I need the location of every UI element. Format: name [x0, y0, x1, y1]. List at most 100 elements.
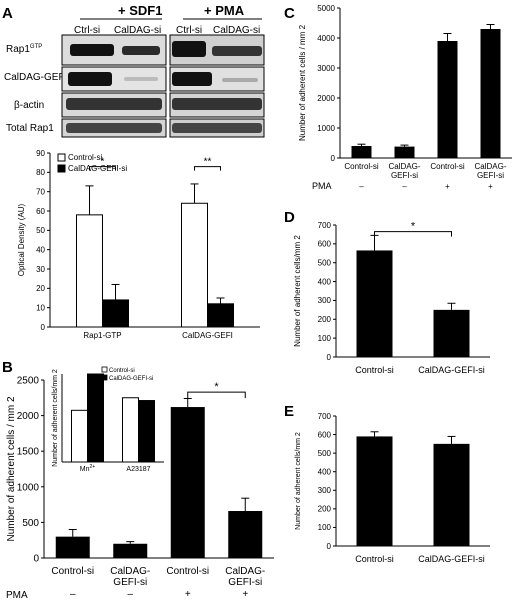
chart-e: 0 100 200 300 400 500 600 700 Number of adherent… [295, 412, 490, 564]
y-tick-label: 50 [36, 226, 45, 235]
x-category-label: A23187 [126, 466, 150, 473]
blot-lane-label: Ctrl-si [176, 25, 202, 36]
pma-sign: + [242, 589, 248, 600]
panel-c: C 0 1000 2000 3000 4000 5000 Number of adheren… [284, 4, 512, 191]
panel-letter-b: B [2, 359, 13, 376]
legend-swatch [101, 374, 108, 381]
bar [55, 536, 90, 558]
bar [170, 407, 205, 558]
y-tick-label: 0 [327, 353, 332, 362]
legend-swatch [101, 366, 108, 373]
x-category-label: Control-si [166, 566, 209, 577]
y-tick-label: 60 [36, 207, 45, 216]
y-tick-label: 1000 [317, 124, 335, 133]
x-category-label: Rap1-GTP [83, 331, 121, 340]
bar [122, 397, 139, 463]
blot-lane-label: CalDAG-si [213, 25, 260, 36]
x-category-label: CalDAG- [388, 162, 420, 171]
x-category-label: CalDAG- [474, 162, 506, 171]
pma-sign: + [185, 589, 191, 600]
y-axis-label: Number of adherent cells / mm 2 [6, 396, 17, 541]
x-category-label-base: Mn [80, 466, 90, 473]
panel-letter-c: C [284, 5, 295, 22]
x-category-label: CalDAG-GEFI [182, 331, 233, 340]
blot-row-label: CalDAG-GEFI [4, 72, 67, 83]
x-category-label: GEFI-si [113, 577, 147, 588]
panel-letter-a: A [2, 5, 13, 22]
y-tick-label: 700 [318, 412, 332, 421]
x-category-label: Control-si [355, 365, 394, 375]
y-tick-label: 400 [318, 277, 332, 286]
y-axis-label: Number of adherent cells/mm 2 [295, 432, 302, 530]
y-tick-label: 20 [36, 284, 45, 293]
significance-bracket [194, 166, 221, 171]
significance-bracket [187, 391, 246, 399]
panel-e: E 0 100 200 300 400 500 600 700 Number of adhere… [284, 403, 490, 564]
x-category-label: CalDAG- [225, 566, 265, 577]
y-tick-label: 4000 [317, 34, 335, 43]
y-tick-label: 2000 [17, 411, 40, 422]
y-tick-label: 70 [36, 187, 45, 196]
x-category-label: GEFI-si [391, 171, 418, 180]
bar [71, 409, 88, 463]
blot-condition-pma: + PMA [204, 3, 245, 18]
x-category-label: CalDAG- [110, 566, 150, 577]
pma-sign: – [127, 589, 133, 600]
bar [433, 309, 470, 357]
pma-sign: + [445, 182, 450, 191]
y-tick-label: 0 [33, 554, 39, 565]
y-tick-label: 200 [318, 315, 332, 324]
blot-lane-label: Ctrl-si [74, 25, 100, 36]
bar [356, 250, 393, 357]
y-tick-label: 2000 [317, 94, 335, 103]
y-tick-label: 30 [36, 265, 45, 274]
pma-sign: – [70, 589, 76, 600]
chart-a: 0 10 20 30 40 50 60 70 80 90 Optical Density (AU) R… [17, 149, 260, 340]
x-category-label-superscript: 2+ [90, 464, 96, 470]
panel-d: D 0 100 200 300 400 500 600 700 Number of adhere… [284, 209, 490, 375]
pma-sign: – [402, 182, 407, 191]
x-category-label: GEFI-si [477, 171, 504, 180]
x-category-label: Control-si [355, 554, 394, 564]
legend-swatch [57, 153, 66, 162]
y-axis-label: Number of adherent cells / mm 2 [298, 24, 307, 141]
blot-left [61, 34, 167, 138]
y-tick-label: 0 [327, 542, 332, 551]
x-category-label: GEFI-si [228, 577, 262, 588]
y-tick-label: 10 [36, 303, 45, 312]
blot-lane-label: CalDAG-si [114, 25, 161, 36]
y-tick-label: 100 [318, 334, 332, 343]
bar [433, 443, 470, 546]
y-tick-label: 2500 [17, 376, 40, 387]
y-tick-label: 1500 [17, 447, 40, 458]
bar [356, 436, 393, 546]
bar [102, 299, 129, 328]
y-axis-label: Optical Density (AU) [17, 203, 26, 276]
pma-label-c: PMA [312, 181, 332, 191]
panel-letter-e: E [284, 403, 294, 420]
blot-condition-sdf1: + SDF1 [118, 3, 162, 18]
legend-label: CalDAG-GEFI-si [68, 164, 127, 173]
y-tick-label: 100 [318, 523, 332, 532]
blot-row-label-rap1: Rap1 [6, 44, 30, 55]
y-tick-label: 300 [318, 486, 332, 495]
bar [394, 146, 415, 158]
blot-row-superscript: GTP [30, 44, 42, 50]
x-category-label: Control-si [51, 566, 94, 577]
bar [113, 543, 148, 558]
y-tick-label: 500 [318, 449, 332, 458]
y-tick-label: 600 [318, 240, 332, 249]
y-tick-label: 90 [36, 149, 45, 158]
y-tick-label: 80 [36, 168, 45, 177]
pma-sign: + [488, 182, 493, 191]
panel-letter-d: D [284, 209, 295, 226]
x-category-label: CalDAG-GEFI-si [418, 365, 485, 375]
y-tick-label: 1000 [17, 482, 40, 493]
blot-row-label: β-actin [14, 100, 44, 111]
bar [181, 202, 208, 328]
x-category-label: Control-si [430, 162, 464, 171]
y-tick-label: 40 [36, 245, 45, 254]
x-category-label: CalDAG-GEFI-si [418, 554, 485, 564]
